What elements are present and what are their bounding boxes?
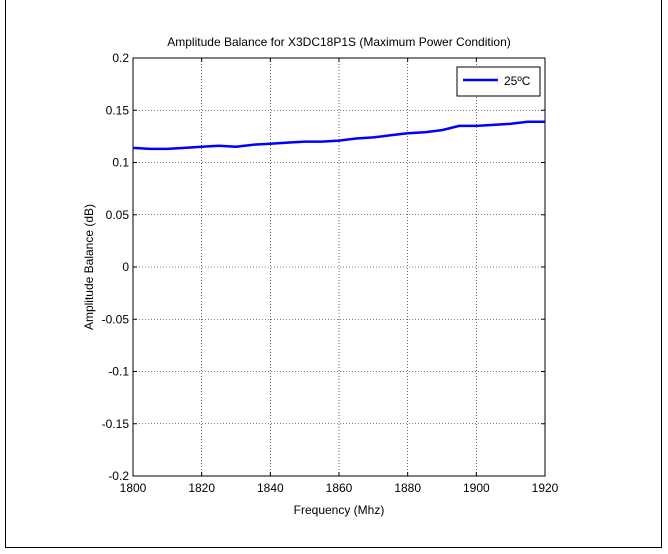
x-tick-label: 1800 xyxy=(120,481,147,495)
x-tick-label: 1860 xyxy=(326,481,353,495)
tick-marks xyxy=(133,58,545,476)
x-tick-label: 1880 xyxy=(394,481,421,495)
x-tick-label: 1820 xyxy=(188,481,215,495)
y-tick-labels: -0.2 -0.15 -0.1 -0.05 0 0.05 0.1 0.15 0.2 xyxy=(102,51,130,483)
series-lines xyxy=(133,122,545,149)
y-axis-label: Amplitude Balance (dB) xyxy=(82,204,96,330)
series-line-25c xyxy=(133,122,545,149)
x-tick-label: 1900 xyxy=(463,481,490,495)
x-tick-label: 1840 xyxy=(257,481,284,495)
legend: 25ºC xyxy=(457,67,540,96)
y-tick-label: -0.2 xyxy=(108,469,129,483)
y-tick-label: -0.05 xyxy=(102,312,130,326)
axes-box xyxy=(133,58,545,476)
y-tick-label: 0 xyxy=(122,260,129,274)
y-tick-label: -0.1 xyxy=(108,365,129,379)
y-tick-label: 0.15 xyxy=(106,103,130,117)
x-axis-label: Frequency (Mhz) xyxy=(294,503,385,517)
y-tick-label: 0.1 xyxy=(112,156,129,170)
legend-label-25c: 25ºC xyxy=(504,74,531,88)
y-tick-label: 0.2 xyxy=(112,51,129,65)
x-tick-label: 1920 xyxy=(532,481,559,495)
x-tick-labels: 1800 1820 1840 1860 1880 1900 1920 xyxy=(120,481,559,495)
y-tick-label: 0.05 xyxy=(106,208,130,222)
grid-lines xyxy=(133,58,545,476)
y-tick-label: -0.15 xyxy=(102,417,130,431)
chart-title: Amplitude Balance for X3DC18P1S (Maximum… xyxy=(167,35,510,49)
